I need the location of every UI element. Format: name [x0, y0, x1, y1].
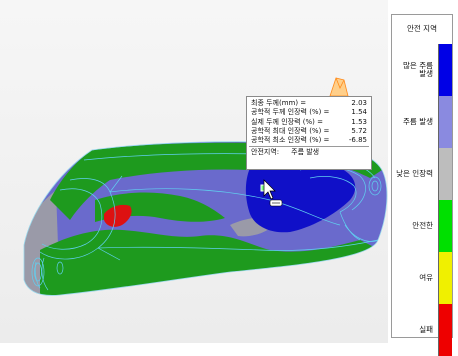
tooltip-label: 공학적 두께 인장력 (%) = — [251, 108, 330, 117]
legend-swatch — [438, 44, 452, 96]
tooltip-divider — [249, 146, 369, 148]
hole-outlines — [31, 257, 64, 287]
tooltip-value: 1.54 — [351, 108, 367, 117]
tooltip-label: 실제 두께 인장력 (%) = — [251, 117, 323, 126]
tooltip-value: 2.03 — [351, 99, 367, 107]
arrow-cursor-icon — [263, 179, 283, 207]
tooltip-value: 5.72 — [351, 126, 367, 135]
legend-label: 여유 — [419, 273, 433, 282]
legend-title: 안전 지역 — [407, 24, 437, 33]
tooltip-label: 공학적 최소 인장력 (%) = — [251, 136, 330, 145]
tooltip-label: 최종 두께(mm) = — [251, 99, 307, 107]
tooltip-zone-label: 안전지역: — [251, 148, 280, 157]
safe-region-upper — [50, 142, 260, 220]
fail-region — [104, 204, 132, 227]
tooltip-row-final-thickness: 최종 두께(mm) = 2.03 — [251, 99, 367, 108]
legend-label: 실패 — [419, 325, 433, 334]
legend-item-heavy-wrinkle: 많은 주름 발생 — [392, 44, 452, 96]
model-viewport[interactable]: 최종 두께(mm) = 2.03 공학적 두께 인장력 (%) = 1.54 실… — [0, 0, 388, 343]
legend-swatch — [438, 200, 452, 252]
legend-item-failure: 실패 — [392, 304, 452, 356]
tooltip-value: 1.53 — [351, 117, 367, 126]
legend-item-marginal: 여유 — [392, 252, 452, 304]
tooltip-value: -6.85 — [348, 136, 367, 145]
legend-label: 낮은 인장력 — [396, 169, 433, 178]
part-mesh[interactable] — [0, 0, 388, 343]
tooltip-row-true-thickness-strain: 실제 두께 인장력 (%) = 1.53 — [251, 118, 367, 127]
legend-item-low-strain: 낮은 인장력 — [392, 148, 452, 200]
legend-swatch — [438, 148, 452, 200]
legend-label: 많은 주름 발생 — [403, 61, 433, 78]
legend-label: 주름 발생 — [403, 117, 433, 126]
tooltip-safety-zone: 안전지역: 주름 발생 — [251, 148, 367, 157]
legend-swatch — [438, 304, 452, 356]
result-tooltip: 최종 두께(mm) = 2.03 공학적 두께 인장력 (%) = 1.54 실… — [246, 96, 372, 170]
tooltip-row-eng-max-strain: 공학적 최대 인장력 (%) = 5.72 — [251, 127, 367, 136]
tooltip-zone-value: 주름 발생 — [291, 148, 320, 157]
heavy-wrinkle-region — [245, 161, 356, 233]
legend-item-wrinkle: 주름 발생 — [392, 96, 452, 148]
legend-swatch — [438, 96, 452, 148]
tooltip-label: 공학적 최대 인장력 (%) = — [251, 126, 330, 135]
tooltip-row-eng-min-strain: 공학적 최소 인장력 (%) = -6.85 — [251, 136, 367, 145]
legend-swatch — [438, 252, 452, 304]
probe-marker-icon — [329, 77, 349, 97]
legend-item-safe: 안전한 — [392, 200, 452, 252]
legend-label: 안전한 — [412, 221, 433, 230]
tooltip-row-eng-thickness-strain: 공학적 두께 인장력 (%) = 1.54 — [251, 108, 367, 117]
